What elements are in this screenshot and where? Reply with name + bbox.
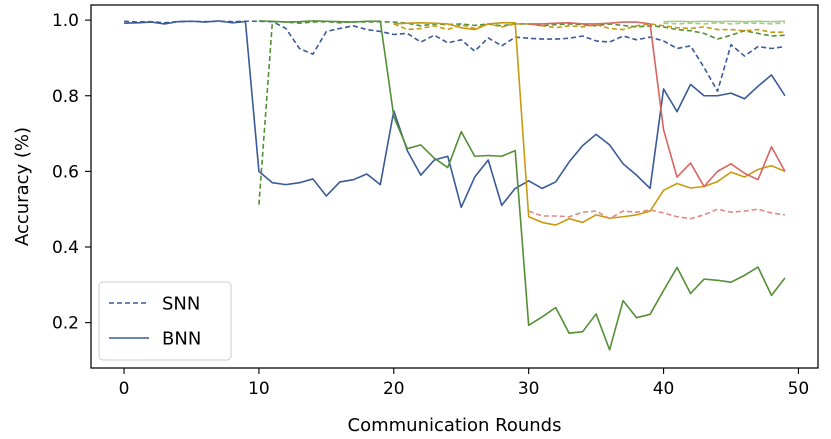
series-4-snn-line xyxy=(393,23,785,34)
series-8-snn-line xyxy=(663,21,786,25)
series-6-snn-line xyxy=(528,208,786,220)
series-7-bnn-line xyxy=(528,21,786,188)
x-tick-label: 10 xyxy=(248,379,270,399)
y-axis-label: Accuracy (%) xyxy=(12,127,33,246)
y-tick-label: 0.6 xyxy=(52,162,79,182)
y-tick-label: 0.4 xyxy=(52,238,79,258)
y-tick-label: 1.0 xyxy=(52,11,79,31)
y-tick-label: 0.8 xyxy=(52,87,79,107)
y-tick-label: 0.2 xyxy=(52,314,79,334)
legend: SNN BNN xyxy=(98,281,232,361)
series-3-bnn-line xyxy=(258,20,786,351)
series-1-bnn-line xyxy=(124,20,786,209)
legend-box xyxy=(98,281,232,361)
series-5-bnn-line xyxy=(393,21,786,226)
plot-frame xyxy=(90,4,819,369)
x-tick-label: 30 xyxy=(518,379,540,399)
y-axis-ticks: 0.2 0.4 0.6 0.8 1.0 xyxy=(52,11,91,334)
x-tick-label: 40 xyxy=(653,379,675,399)
x-tick-label: 0 xyxy=(119,379,130,399)
x-axis-ticks: 0 10 20 30 40 50 xyxy=(119,368,810,399)
x-axis-label: Communication Rounds xyxy=(348,415,562,436)
legend-snn-label: SNN xyxy=(162,294,200,315)
series-layer xyxy=(124,20,786,351)
x-tick-label: 20 xyxy=(383,379,405,399)
legend-bnn-label: BNN xyxy=(162,329,201,350)
series-0-snn-line xyxy=(124,20,786,93)
x-tick-label: 50 xyxy=(788,379,810,399)
